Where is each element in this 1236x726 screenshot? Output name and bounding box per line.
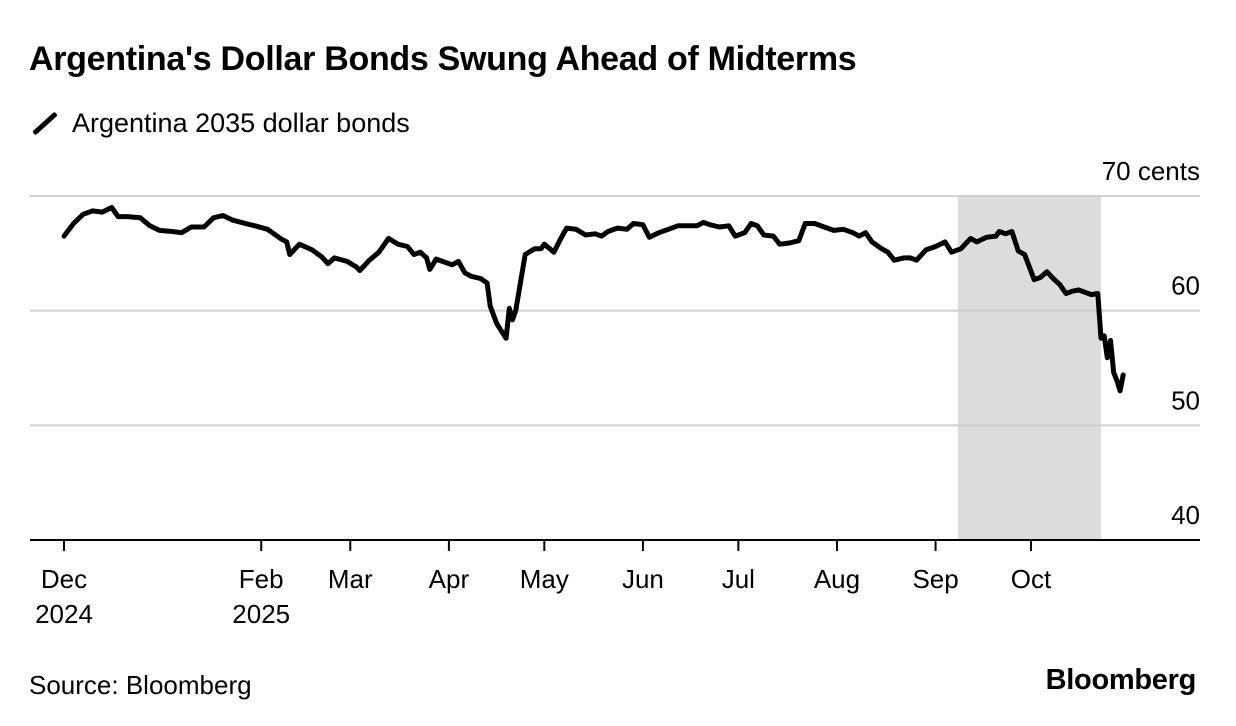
source-note: Source: Bloomberg xyxy=(29,670,252,700)
x-tick-label: Aug xyxy=(814,564,860,594)
y-tick-label: 40 xyxy=(1171,500,1200,530)
tick-labels: 70 cents 60 50 40 Dec 2024 Feb 2025 Mar Apr May Jun… xyxy=(35,156,1200,629)
x-axis xyxy=(30,539,1200,551)
legend: Argentina 2035 dollar bonds xyxy=(30,105,410,141)
highlight-band-layer xyxy=(957,196,1101,540)
x-tick-label: Dec xyxy=(41,564,87,594)
y-tick-label: 70 cents xyxy=(1102,156,1200,186)
y-tick-label: 50 xyxy=(1171,385,1200,415)
series-layer xyxy=(61,205,1126,394)
brand-logo: Bloomberg xyxy=(1045,664,1197,696)
x-tick-label: Feb xyxy=(239,564,284,594)
x-tick-sublabel: 2025 xyxy=(232,599,290,629)
x-tick-label: May xyxy=(520,564,569,594)
chart-title: Argentina's Dollar Bonds Swung Ahead of … xyxy=(29,40,857,78)
y-tick-label: 60 xyxy=(1171,271,1200,301)
legend-label: Argentina 2035 dollar bonds xyxy=(72,107,410,138)
x-tick-label: Jul xyxy=(722,564,755,594)
x-tick-label: Apr xyxy=(429,564,470,594)
x-tick-sublabel: 2024 xyxy=(35,599,93,629)
x-tick-label: Oct xyxy=(1011,564,1052,594)
x-tick-label: Mar xyxy=(328,564,373,594)
series-line-0 xyxy=(61,205,1126,394)
x-tick-label: Jun xyxy=(622,564,664,594)
gridlines xyxy=(30,195,1200,427)
highlight-band xyxy=(957,196,1101,540)
x-tick-label: Sep xyxy=(912,564,958,594)
